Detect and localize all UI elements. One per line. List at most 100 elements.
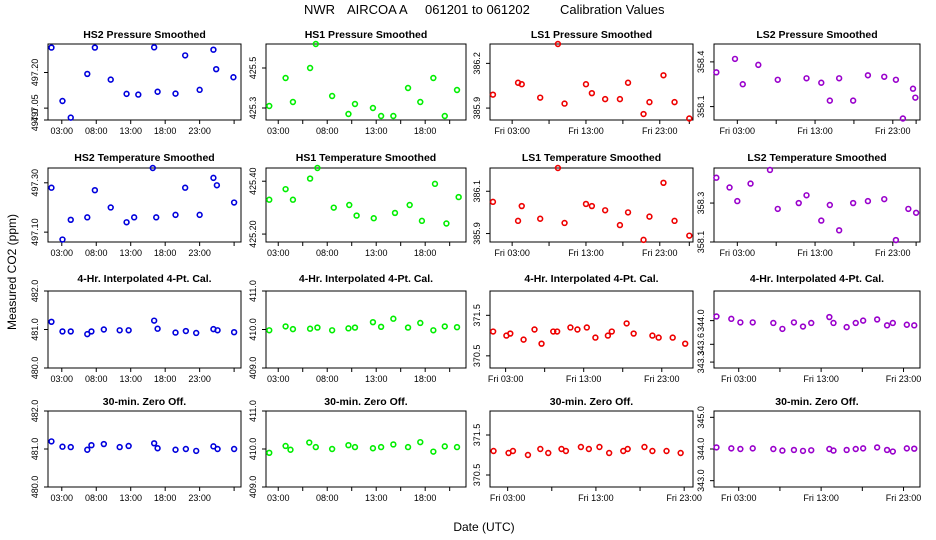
data-point <box>489 91 497 98</box>
data-point <box>230 328 238 336</box>
x-tick-label: 08:00 <box>85 493 108 503</box>
data-point <box>430 327 437 334</box>
data-point <box>770 445 777 453</box>
x-tick-label: 13:00 <box>365 248 388 258</box>
data-point <box>624 445 631 453</box>
data-point <box>713 313 720 320</box>
data-point <box>739 81 746 88</box>
data-point <box>67 216 74 224</box>
panel-0: HS2 Pressure Smoothed 03:00 08:00 13:00 18:0… <box>30 29 242 136</box>
data-point <box>892 236 900 244</box>
y-tick-label: 480.0 <box>30 357 40 380</box>
data-point <box>640 236 647 244</box>
y-tick-label: 358.4 <box>696 51 706 74</box>
data-point <box>149 164 156 172</box>
figure-title-range: 061201 to 061202 <box>425 2 530 17</box>
data-point <box>859 317 867 324</box>
x-tick-label: Fri 13:00 <box>578 493 614 503</box>
data-point <box>181 52 189 59</box>
data-point <box>713 174 720 181</box>
data-point <box>899 115 907 122</box>
y-tick-label: 425.40 <box>248 167 258 195</box>
x-tick-label: 18:00 <box>154 248 177 258</box>
x-tick-label: 13:00 <box>119 126 142 136</box>
panel-title: 30-min. Zero Off. <box>775 396 859 408</box>
data-point <box>125 442 132 450</box>
y-tick-label: 481.0 <box>30 438 40 461</box>
y-tick-label: 411.0 <box>248 280 258 302</box>
data-point <box>795 199 802 207</box>
data-point <box>369 104 377 112</box>
data-point <box>266 102 273 110</box>
data-point <box>550 328 557 335</box>
data-point <box>59 443 66 450</box>
data-point <box>520 336 527 343</box>
figure-title-subtitle: Calibration Values <box>560 2 665 17</box>
panel-frame <box>265 43 467 121</box>
data-point <box>154 445 161 452</box>
x-tick-label: 13:00 <box>365 126 388 136</box>
x-tick-label: Fri 03:00 <box>490 493 526 503</box>
data-point <box>351 100 359 108</box>
data-point <box>889 448 897 455</box>
data-point <box>623 320 630 327</box>
data-point <box>314 164 321 172</box>
data-point <box>172 329 179 336</box>
data-point <box>671 98 678 106</box>
data-point <box>404 324 412 331</box>
panel-frame <box>265 410 467 488</box>
y-tick-label: 480.0 <box>30 476 40 499</box>
data-point <box>728 315 735 323</box>
panel-frame <box>47 43 242 121</box>
data-point <box>803 75 810 82</box>
data-point <box>713 444 720 451</box>
data-point <box>417 319 424 327</box>
data-point <box>377 112 385 120</box>
panel-title: 4-Hr. Interpolated 4-Pt. Cal. <box>524 273 658 285</box>
data-point <box>553 328 561 335</box>
data-point <box>213 182 221 189</box>
data-point <box>803 192 810 199</box>
data-point <box>369 318 377 326</box>
data-point <box>153 214 160 221</box>
data-point <box>91 44 99 51</box>
panel-frame <box>47 167 242 243</box>
data-point <box>390 441 397 448</box>
data-point <box>192 447 200 455</box>
x-tick-label: 08:00 <box>316 248 339 258</box>
x-tick-label: 23:00 <box>188 248 211 258</box>
y-tick-label: 358.1 <box>696 231 706 254</box>
data-point <box>351 324 359 331</box>
panel-6: LS1 Temperature Smoothed Fri 03:00 Fri 13:… <box>472 152 694 258</box>
data-point <box>306 325 314 332</box>
data-point <box>663 447 670 455</box>
data-point <box>404 84 412 92</box>
data-point <box>330 204 337 211</box>
data-point <box>182 327 190 335</box>
data-point <box>790 319 798 326</box>
data-point <box>48 184 55 191</box>
data-point <box>67 114 74 121</box>
data-point <box>616 95 624 103</box>
data-point <box>567 324 574 331</box>
x-tick-label: 03:00 <box>267 374 290 384</box>
y-tick-label: 343.6 <box>696 333 706 356</box>
figure-title-system: AIRCOA A <box>347 2 408 17</box>
data-point <box>911 445 918 452</box>
data-point <box>779 447 786 454</box>
data-point <box>562 447 570 455</box>
data-point <box>849 199 857 207</box>
data-point <box>266 327 273 334</box>
y-tick-label: 497.05 <box>30 94 40 122</box>
panel-title: LS1 Pressure Smoothed <box>531 29 652 41</box>
data-point <box>728 445 735 452</box>
data-point <box>843 446 850 454</box>
data-point <box>390 315 397 322</box>
x-tick-label: Fri 03:00 <box>721 493 757 503</box>
data-point <box>48 44 55 51</box>
data-point <box>150 317 158 324</box>
panel-title: 30-min. Zero Off. <box>550 396 634 408</box>
data-point <box>282 442 289 450</box>
y-tick-label: 385.9 <box>472 222 482 245</box>
